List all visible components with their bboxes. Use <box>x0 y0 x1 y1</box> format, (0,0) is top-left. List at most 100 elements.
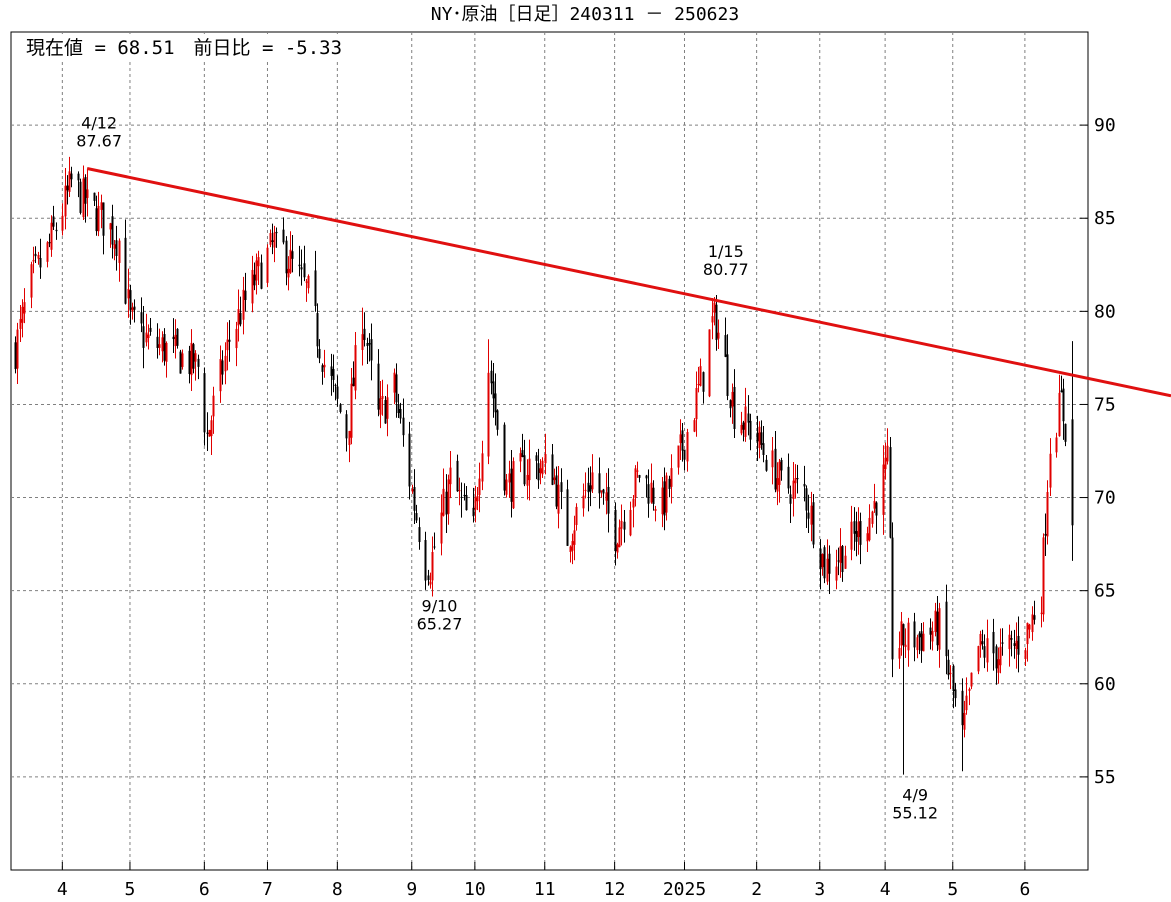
candle-body <box>614 509 617 552</box>
candle-body <box>1033 615 1036 620</box>
candle-body <box>1026 622 1029 645</box>
candle-body <box>476 496 479 502</box>
candle-body <box>1062 388 1065 422</box>
candle-body <box>699 366 702 386</box>
candle-body <box>977 646 980 672</box>
candle-body <box>1031 614 1034 633</box>
candle-body <box>354 345 357 391</box>
candle-body <box>318 348 321 359</box>
candle-body <box>539 468 542 473</box>
candle-body <box>97 205 100 232</box>
candle-body <box>907 622 910 651</box>
x-tick-label: 3 <box>814 879 825 900</box>
candle-body <box>273 232 276 248</box>
chart-title: NY･原油［日足］240311 － 250623 <box>431 4 739 25</box>
candle-body <box>34 253 37 257</box>
candle-body <box>1015 640 1018 649</box>
candle-body <box>747 413 750 423</box>
candle-body <box>945 601 948 657</box>
candle-body <box>717 332 720 339</box>
candle-body <box>922 633 925 652</box>
candle-body <box>418 527 421 543</box>
candle-body <box>866 533 869 542</box>
candle-body <box>526 474 529 486</box>
candle-body <box>14 342 17 370</box>
candle-body <box>381 396 384 399</box>
candle-body <box>192 344 195 369</box>
candle-body <box>505 479 508 495</box>
candle-body <box>679 434 682 444</box>
candle-body <box>55 229 58 232</box>
candle-body <box>952 665 955 691</box>
candle-body <box>37 254 40 259</box>
candle-body <box>366 342 369 346</box>
candle-body <box>598 473 601 494</box>
candle-body <box>961 690 964 726</box>
x-tick-label: 4 <box>57 879 68 900</box>
candle-body <box>762 443 765 455</box>
annotation-value: 55.12 <box>892 804 938 823</box>
candle-body <box>287 268 290 278</box>
candle-body <box>995 646 998 669</box>
candle-body <box>573 530 576 545</box>
candle-body <box>844 555 847 569</box>
candle-body <box>260 262 263 289</box>
current-value-box <box>14 34 386 62</box>
candle-body <box>632 498 635 508</box>
candle-body <box>708 329 711 397</box>
candle-body <box>826 558 829 582</box>
resistance-trendline <box>86 167 1171 398</box>
candle-body <box>623 521 626 530</box>
candle-body <box>1044 533 1047 536</box>
candle-body <box>377 363 380 410</box>
candle-body <box>140 312 143 324</box>
annotation-value: 65.27 <box>417 615 463 634</box>
candle-body <box>1046 492 1049 537</box>
candle-body <box>702 372 705 392</box>
candle-body <box>873 500 876 509</box>
candle-body <box>681 430 684 451</box>
candle-body <box>1042 537 1045 615</box>
x-tick-label: 9 <box>406 879 417 900</box>
candle-body <box>127 288 130 299</box>
candle-body <box>650 482 653 503</box>
candle-body <box>363 328 366 340</box>
candle-body <box>535 455 538 461</box>
candle-body <box>456 460 459 492</box>
candle-body <box>176 328 179 346</box>
candle-body <box>934 610 937 633</box>
candle-body <box>636 470 639 472</box>
candle-body <box>510 468 513 502</box>
candle-body <box>179 351 182 374</box>
candle-body <box>348 430 351 446</box>
annotation-date: 4/12 <box>81 114 117 133</box>
candle-body <box>77 173 80 181</box>
candle-body <box>697 384 700 386</box>
candle-body <box>282 229 285 243</box>
candle-body <box>555 475 558 507</box>
candle-body <box>147 334 150 339</box>
candle-body <box>411 489 414 492</box>
candle-body <box>715 304 718 341</box>
candle-body <box>305 281 308 283</box>
x-tick-label: 6 <box>1019 879 1030 900</box>
candle-body <box>551 454 554 485</box>
candle-body <box>819 548 822 570</box>
candle-body <box>253 274 256 286</box>
current-value-label: 現在値 = 68.51 前日比 = -5.33 <box>26 37 342 59</box>
candle-body <box>79 181 82 213</box>
candle-body <box>129 290 132 310</box>
candle-body <box>52 216 55 227</box>
candle-body <box>472 507 475 517</box>
candle-body <box>142 326 145 348</box>
candle-body <box>560 482 563 492</box>
candle-body <box>544 454 547 464</box>
candle-body <box>898 647 901 659</box>
candle-body <box>445 491 448 515</box>
candle-body <box>433 546 436 548</box>
candle-body <box>50 222 53 250</box>
candle-body <box>350 383 353 438</box>
candle-body <box>427 575 430 581</box>
candle-body <box>115 240 118 256</box>
